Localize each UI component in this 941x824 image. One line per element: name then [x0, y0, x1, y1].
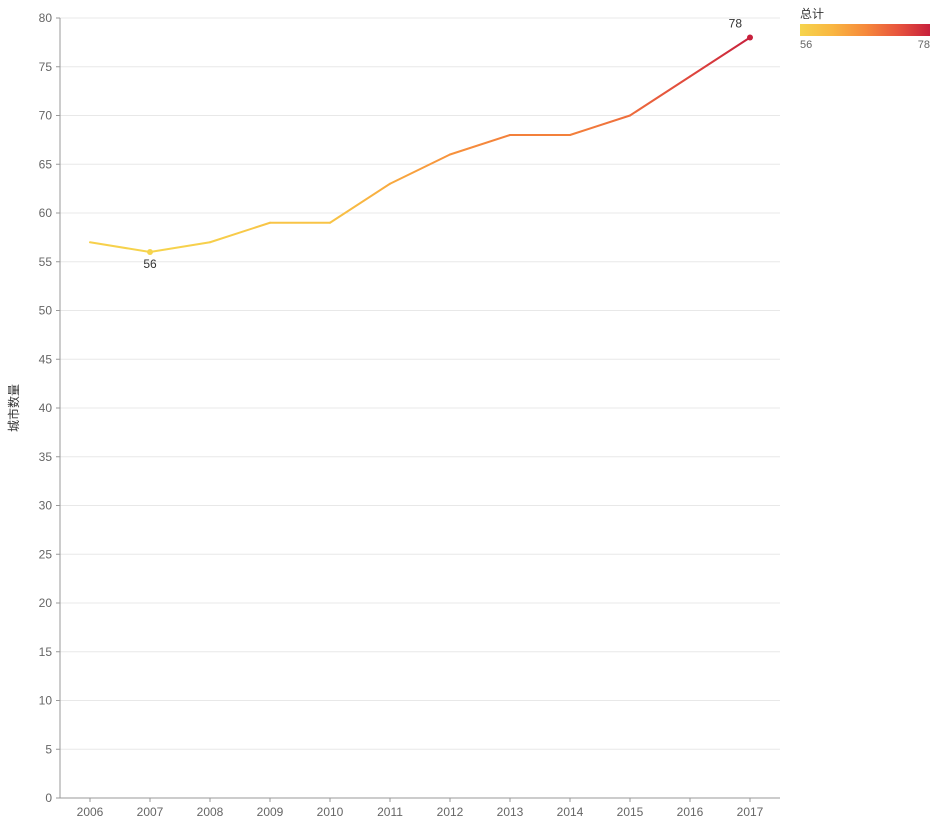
x-tick-label: 2014	[557, 805, 584, 819]
data-label: 78	[729, 17, 743, 31]
x-tick-label: 2007	[137, 805, 164, 819]
y-tick-label: 30	[39, 499, 53, 513]
y-tick-label: 45	[39, 352, 53, 366]
y-tick-label: 60	[39, 206, 53, 220]
y-tick-label: 40	[39, 401, 53, 415]
chart-container: 0 5 10 15 20 25 30 35 40 45 50 55 60 65 70 75 80 城市数量 2006…	[0, 0, 941, 824]
data-label: 56	[143, 257, 157, 271]
y-tick-label: 80	[39, 11, 53, 25]
line-segment	[90, 242, 150, 252]
y-tick-label: 70	[39, 109, 53, 123]
line-segment	[210, 223, 270, 243]
y-tick-label: 5	[45, 742, 52, 756]
data-point	[147, 249, 153, 255]
x-tick-label: 2008	[197, 805, 224, 819]
legend-color-bar	[800, 24, 930, 36]
x-tick-label: 2006	[77, 805, 104, 819]
x-tick-label: 2016	[677, 805, 704, 819]
line-segment	[570, 116, 630, 136]
line-segment	[390, 155, 450, 184]
legend-max-label: 78	[918, 39, 930, 51]
legend-min-label: 56	[800, 39, 812, 51]
y-axis-title: 城市数量	[6, 384, 21, 432]
line-segment	[690, 38, 750, 77]
y-tick-label: 35	[39, 450, 53, 464]
y-tick-label: 10	[39, 694, 53, 708]
line-segment	[630, 77, 690, 116]
x-tick-label: 2012	[437, 805, 464, 819]
y-tick-label: 55	[39, 255, 53, 269]
x-tick-label: 2011	[377, 805, 403, 819]
y-tick-label: 20	[39, 596, 53, 610]
y-tick-label: 25	[39, 547, 53, 561]
line-segment	[150, 242, 210, 252]
legend-title: 总计	[800, 7, 824, 21]
y-tick-label: 65	[39, 157, 53, 171]
x-tick-label: 2017	[737, 805, 764, 819]
line-segment	[330, 184, 390, 223]
y-tick-label: 15	[39, 645, 53, 659]
x-tick-label: 2010	[317, 805, 344, 819]
x-tick-label: 2013	[497, 805, 524, 819]
line-segment	[450, 135, 510, 155]
x-tick-label: 2015	[617, 805, 644, 819]
y-tick-label: 50	[39, 304, 53, 318]
line-chart: 0 5 10 15 20 25 30 35 40 45 50 55 60 65 70 75 80 城市数量 2006…	[0, 0, 941, 824]
y-tick-label: 75	[39, 60, 53, 74]
data-point	[747, 35, 753, 41]
x-tick-label: 2009	[257, 805, 284, 819]
y-tick-label: 0	[45, 791, 52, 805]
